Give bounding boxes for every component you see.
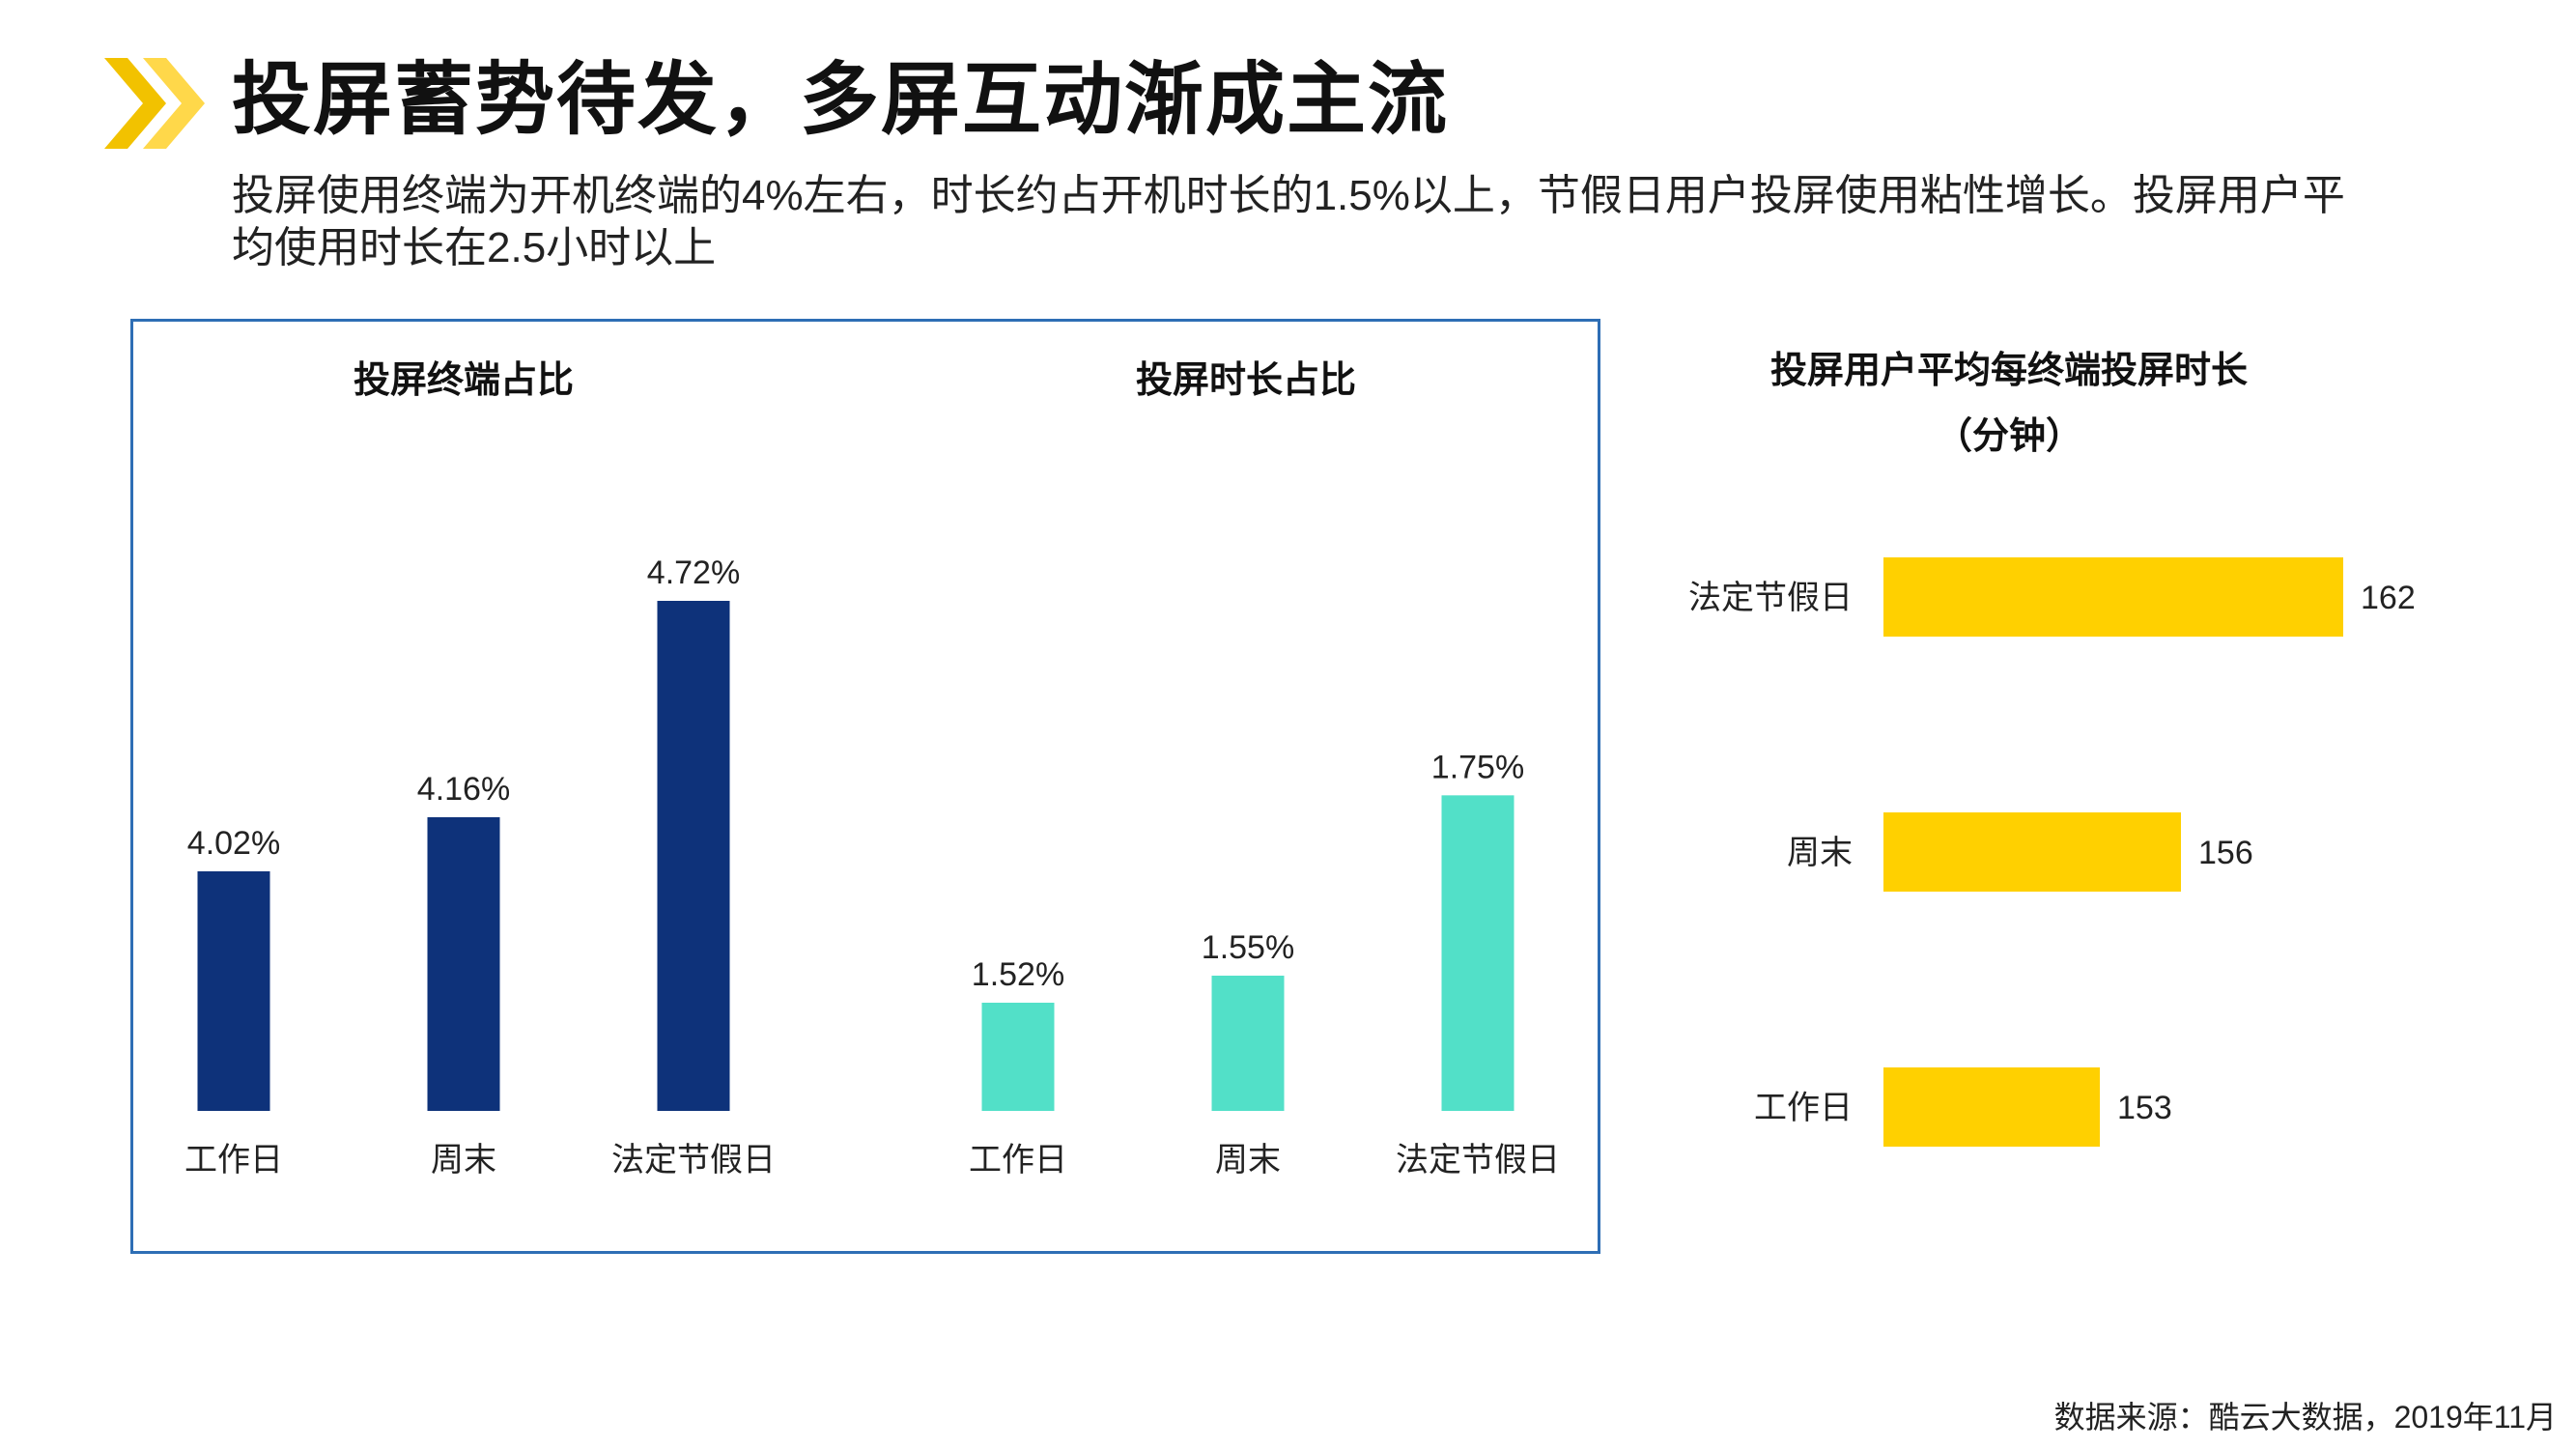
- chart-title-avg-duration: 投屏用户平均每终端投屏时长 （分钟）: [1719, 338, 2299, 469]
- value-label-1-0: 1.52%: [972, 956, 1064, 993]
- bar-1-2: [1441, 795, 1514, 1111]
- category-label-0-0: 工作日: [184, 1142, 283, 1179]
- hbar-value-label-0: 162: [2361, 580, 2416, 616]
- bar-0-2: [657, 601, 730, 1111]
- chart-title-duration-share: 投屏时长占比: [1135, 360, 1356, 401]
- category-label-1-2: 法定节假日: [1396, 1142, 1560, 1179]
- hbar-2: [1883, 1067, 2100, 1147]
- hbar-category-label-1: 周末: [1787, 835, 1853, 871]
- value-label-0-2: 4.72%: [647, 554, 740, 591]
- bar-0-0: [197, 871, 270, 1111]
- vertical-charts-frame: [130, 319, 1600, 1254]
- avg-duration-title: 投屏用户平均每终端投屏时长: [1769, 351, 2248, 391]
- hbar-0: [1883, 557, 2343, 637]
- category-label-0-1: 周末: [431, 1142, 496, 1179]
- hbar-category-label-2: 工作日: [1754, 1090, 1853, 1126]
- value-label-1-2: 1.75%: [1431, 749, 1524, 785]
- bar-1-1: [1211, 976, 1285, 1111]
- hbar-value-label-1: 156: [2198, 835, 2253, 871]
- hbar-value-label-2: 153: [2117, 1090, 2172, 1126]
- value-label-0-1: 4.16%: [417, 771, 510, 808]
- category-label-1-1: 周末: [1215, 1142, 1281, 1179]
- category-label-1-0: 工作日: [969, 1142, 1067, 1179]
- hbar-1: [1883, 812, 2181, 892]
- page-description: 投屏使用终端为开机终端的4%左右，时长约占开机时长的1.5%以上，节假日用户投屏…: [232, 172, 2345, 271]
- hbar-category-label-0: 法定节假日: [1688, 580, 1853, 616]
- bar-1-0: [981, 1003, 1055, 1111]
- bar-0-1: [427, 817, 500, 1111]
- category-label-0-2: 法定节假日: [611, 1142, 776, 1179]
- value-label-0-0: 4.02%: [187, 825, 280, 862]
- data-source: 数据来源：酷云大数据，2019年11月: [2053, 1400, 2557, 1435]
- double-chevron-icon: [104, 58, 205, 149]
- value-label-1-1: 1.55%: [1202, 929, 1294, 966]
- page-title: 投屏蓄势待发，多屏互动渐成主流: [232, 56, 1450, 144]
- avg-duration-unit: （分钟）: [1935, 416, 2082, 457]
- chart-title-terminal-share: 投屏终端占比: [353, 360, 574, 401]
